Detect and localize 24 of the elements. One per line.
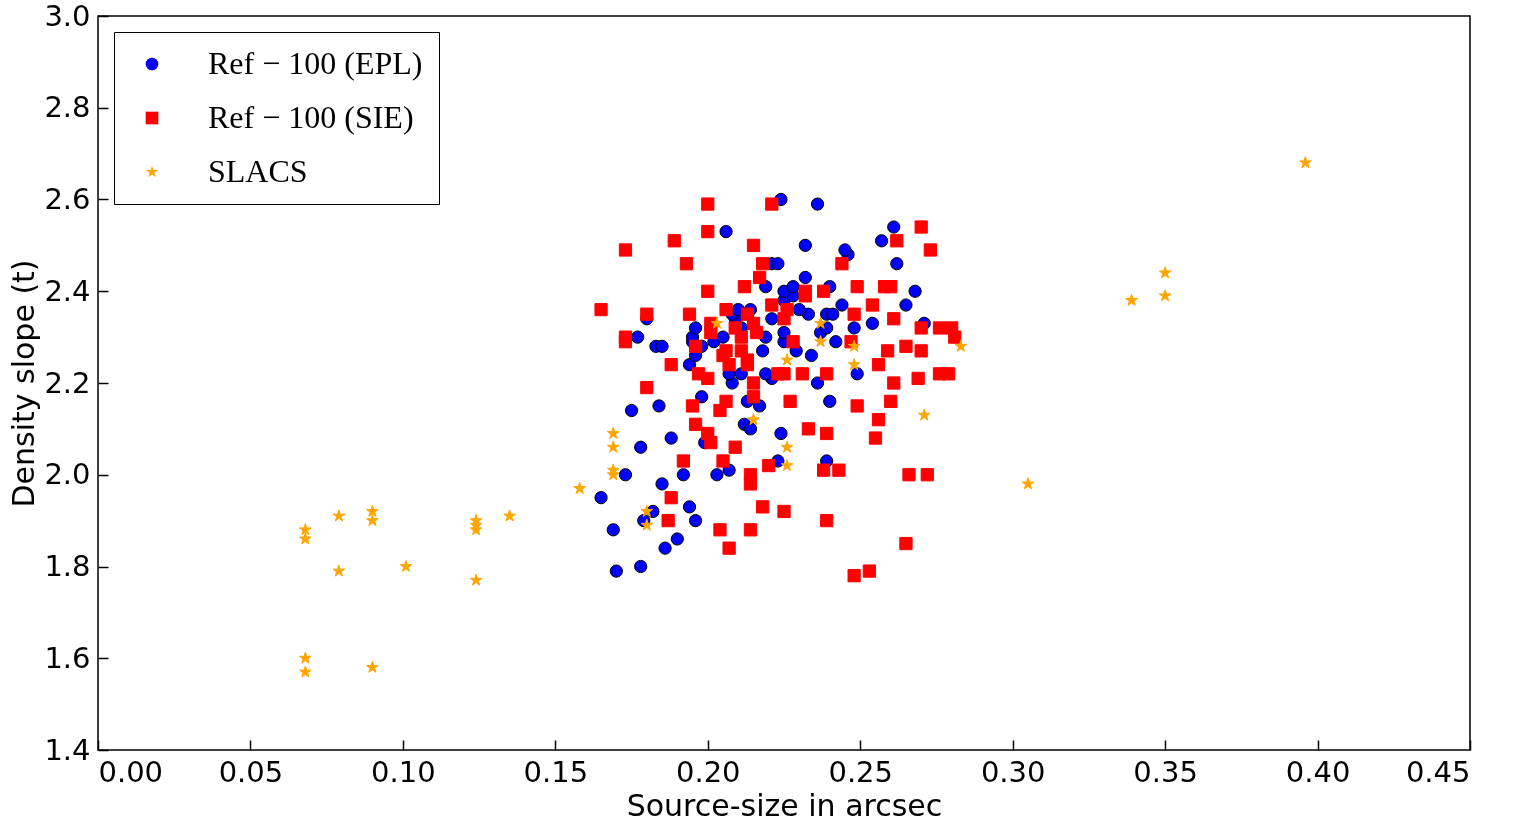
x-tick-label: 0.45 [1405,754,1471,789]
x-axis-title: Source-size in arcsec [626,787,943,823]
x-tick-label: 0.05 [218,754,284,789]
legend-label: SLACS [208,153,308,189]
legend-label: Ref − 100 (EPL) [208,45,423,81]
x-tick-label: 0.15 [523,754,589,789]
y-tick-label: 3.0 [44,0,91,33]
y-tick-label: 2.4 [44,273,91,308]
x-tick-label: 0.25 [828,754,894,789]
y-tick-label: 2.0 [44,457,91,492]
y-tick-label: 1.4 [44,732,91,767]
y-tick-label: 2.8 [44,90,91,125]
x-tick-label: 0.00 [98,754,164,789]
x-tick-label: 0.20 [675,754,741,789]
x-tick-label: 0.30 [980,754,1046,789]
y-tick-label: 2.6 [44,182,91,216]
y-tick-label: 1.8 [44,549,91,583]
y-tick-label: 2.2 [44,365,91,400]
legend-label: Ref − 100 (SIE) [208,99,414,135]
x-tick-label: 0.35 [1133,754,1198,789]
x-tick-label: 0.10 [371,754,436,789]
y-tick-label: 1.6 [44,640,91,675]
x-tick-label: 0.40 [1285,754,1351,789]
y-axis-title: Density slope (t) [6,259,42,508]
